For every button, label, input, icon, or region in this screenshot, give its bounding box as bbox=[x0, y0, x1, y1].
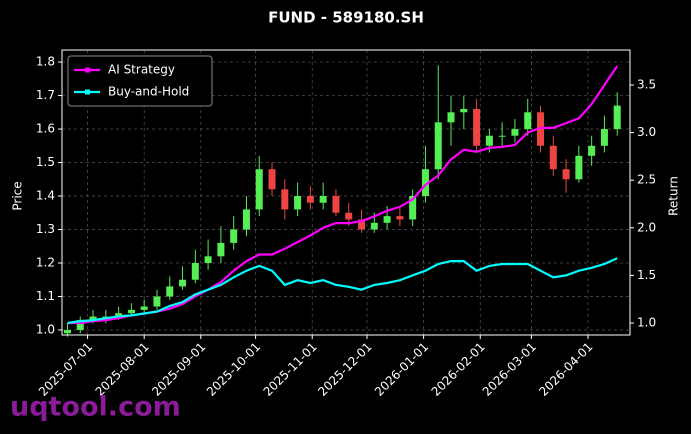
candle-body bbox=[140, 306, 148, 310]
x-tick-label: 2026-01-01 bbox=[372, 340, 431, 399]
candle-body bbox=[294, 196, 302, 210]
candle-body bbox=[600, 129, 608, 146]
candle-body bbox=[191, 262, 199, 280]
candle-body bbox=[613, 105, 621, 130]
candle-body bbox=[255, 169, 263, 210]
candle-body bbox=[115, 313, 123, 317]
y-tick-label: 1.3 bbox=[36, 222, 55, 236]
candle-body bbox=[89, 316, 97, 320]
candle-body bbox=[281, 189, 289, 210]
candle-body bbox=[166, 286, 174, 297]
y-tick-label: 1.8 bbox=[36, 55, 55, 69]
candle-body bbox=[485, 135, 493, 146]
candle-body bbox=[447, 112, 455, 123]
legend-marker bbox=[85, 89, 90, 95]
candle-body bbox=[204, 256, 212, 263]
candle-body bbox=[63, 329, 71, 334]
chart-title: FUND - 589180.SH bbox=[268, 9, 424, 27]
y2-tick-label: 3.5 bbox=[637, 78, 656, 92]
candle-body bbox=[473, 108, 481, 146]
x-tick-label: 2026-02-01 bbox=[429, 340, 488, 399]
candle-body bbox=[396, 216, 404, 220]
y-axis-label: Price bbox=[11, 181, 25, 210]
y2-axis-label: Return bbox=[667, 176, 681, 216]
candle-body bbox=[153, 296, 161, 307]
y2-tick-label: 2.5 bbox=[637, 173, 656, 187]
y-tick-label: 1.6 bbox=[36, 122, 55, 136]
candle-body bbox=[562, 169, 570, 180]
candle-body bbox=[268, 169, 276, 190]
return-line bbox=[67, 257, 618, 325]
legend: AI Strategy Buy-and-Hold bbox=[67, 55, 213, 107]
y-tick-label: 1.5 bbox=[36, 155, 55, 169]
candle-body bbox=[409, 196, 417, 220]
candle-body bbox=[575, 155, 583, 180]
candle-body bbox=[434, 122, 442, 170]
candle-body bbox=[306, 196, 314, 203]
candle-body bbox=[421, 169, 429, 197]
y2-tick-label: 2.0 bbox=[637, 220, 656, 234]
candle-body bbox=[383, 216, 391, 223]
candle-body bbox=[460, 108, 468, 113]
candle-body bbox=[242, 209, 250, 230]
candle-body bbox=[179, 279, 187, 287]
x-tick-label: 2025-07-01 bbox=[36, 340, 95, 399]
candle-body bbox=[217, 242, 225, 257]
candle-body bbox=[76, 319, 84, 330]
candle-body bbox=[498, 135, 506, 137]
candle-body bbox=[345, 212, 353, 220]
legend-label: AI Strategy bbox=[108, 63, 175, 77]
x-tick-label: 2026-04-01 bbox=[536, 340, 595, 399]
x-tick-label: 2025-12-01 bbox=[315, 340, 374, 399]
candle-body bbox=[511, 129, 519, 136]
candle-body bbox=[332, 196, 340, 213]
x-tick-label: 2026-03-01 bbox=[480, 340, 539, 399]
x-tick-label: 2025-10-01 bbox=[204, 340, 263, 399]
watermark: uqtool.com bbox=[10, 392, 181, 423]
candle-body bbox=[127, 309, 135, 314]
y2-tick-label: 1.0 bbox=[637, 316, 656, 330]
candle-body bbox=[370, 222, 378, 230]
candle-body bbox=[524, 112, 532, 130]
x-tick-label: 2025-08-01 bbox=[93, 340, 152, 399]
legend-box bbox=[67, 55, 213, 107]
y-tick-label: 1.7 bbox=[36, 88, 55, 102]
y-tick-label: 1.0 bbox=[36, 322, 55, 336]
y2-tick-label: 1.5 bbox=[637, 268, 656, 282]
legend-label: Buy-and-Hold bbox=[108, 85, 189, 99]
plot-frame bbox=[61, 49, 631, 336]
x-tick-label: 2025-11-01 bbox=[261, 340, 320, 399]
legend-marker bbox=[85, 67, 90, 73]
candle-body bbox=[358, 219, 366, 230]
candle-body bbox=[102, 316, 110, 318]
y-tick-label: 1.2 bbox=[36, 255, 55, 269]
candle-body bbox=[319, 196, 327, 203]
candle-body bbox=[230, 229, 238, 243]
candle-body bbox=[588, 145, 596, 156]
candle-body bbox=[549, 145, 557, 170]
x-tick-label: 2025-09-01 bbox=[149, 340, 208, 399]
y-tick-label: 1.4 bbox=[36, 189, 55, 203]
y2-tick-label: 3.0 bbox=[637, 125, 656, 139]
y-tick-label: 1.1 bbox=[36, 289, 55, 303]
